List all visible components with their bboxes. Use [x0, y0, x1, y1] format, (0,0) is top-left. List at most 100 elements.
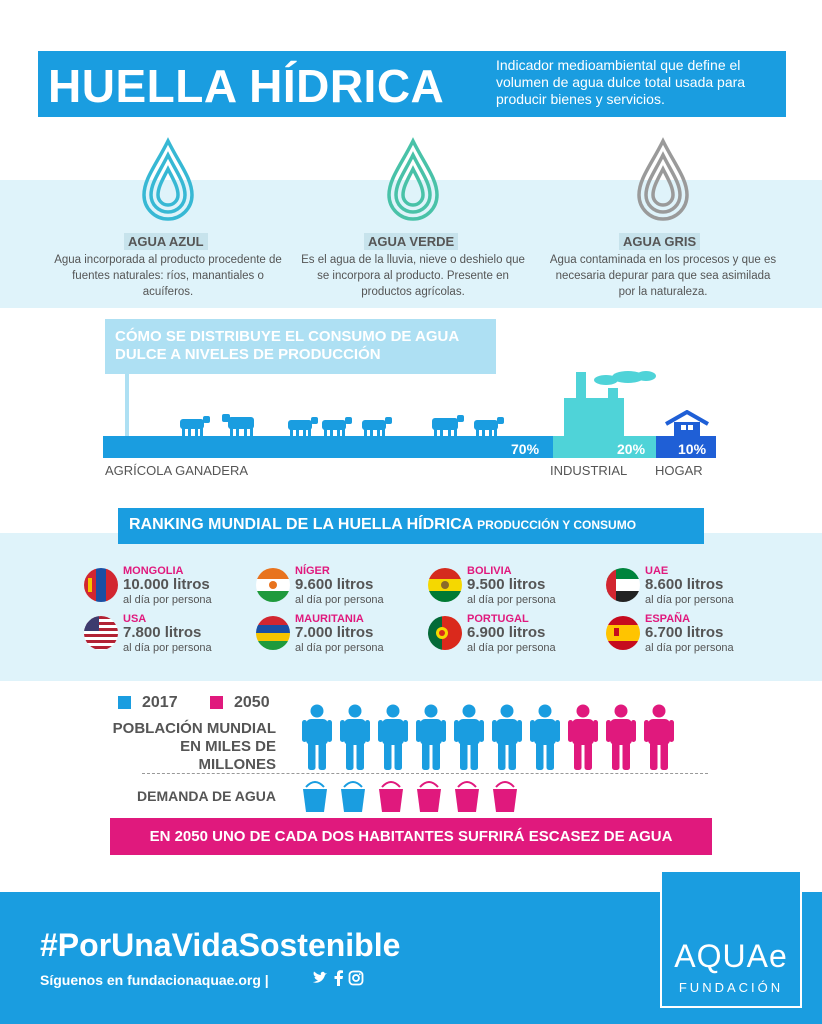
country-value: 8.600 litros: [645, 576, 724, 593]
rank-item-niger: NÍGER 9.600 litros al día por persona: [256, 565, 426, 607]
portugal-flag-icon: [428, 616, 462, 650]
uae-flag-icon: [606, 568, 640, 602]
factory-icon: [564, 371, 656, 438]
country-name: ESPAÑA: [645, 613, 691, 625]
legend-2050-swatch: [210, 696, 223, 709]
ranking-band: [0, 533, 822, 681]
agua-verde-description: Es el agua de la lluvia, nieve o deshiel…: [301, 254, 525, 298]
page-title: HUELLA HÍDRICA: [48, 60, 445, 112]
agua-azul-label: AGUA AZUL: [124, 233, 208, 250]
cow-icon: [222, 414, 254, 437]
mongolia-flag-icon: [84, 568, 118, 602]
industrial-percent: 20%: [617, 441, 646, 457]
house-icon: [665, 410, 709, 438]
country-name: MONGOLIA: [123, 565, 184, 577]
bucket-icon: [341, 781, 365, 812]
country-name: NÍGER: [295, 565, 330, 577]
person-icon: [644, 704, 674, 770]
country-unit: al día por persona: [295, 594, 384, 606]
country-name: USA: [123, 613, 147, 625]
usa-flag-icon: [84, 616, 118, 650]
grey-drop-icon: [637, 137, 689, 221]
country-value: 6.900 litros: [467, 624, 546, 641]
legend-2017-label: 2017: [142, 694, 178, 711]
country-unit: al día por persona: [645, 642, 734, 654]
rank-item-portugal: PORTUGAL 6.900 litros al día por persona: [428, 613, 598, 655]
cow-icon: [474, 417, 504, 438]
ranking-title-box: RANKING MUNDIAL DE LA HUELLA HÍDRICA PRO…: [118, 508, 704, 544]
cow-icon: [288, 417, 318, 438]
spain-flag-icon: [606, 616, 640, 650]
legend-2017-swatch: [118, 696, 131, 709]
logo-sub-text: FUNDACIÓN: [678, 980, 784, 995]
agricola-percent: 70%: [511, 441, 540, 457]
country-unit: al día por persona: [123, 594, 212, 606]
population-label: POBLACIÓN MUNDIAL EN MILES DE MILLONES: [112, 720, 276, 773]
rank-item-mongolia: MONGOLIA 10.000 litros al día por person…: [84, 565, 254, 607]
logo-main-text: AQUAe: [674, 938, 788, 974]
rank-item-mauritania: MAURITANIA 7.000 litros al día por perso…: [256, 613, 426, 655]
country-unit: al día por persona: [295, 642, 384, 654]
legend-2050-label: 2050: [234, 694, 270, 711]
country-name: PORTUGAL: [467, 613, 529, 625]
blue-drop-icon: [142, 137, 194, 221]
country-name: UAE: [645, 565, 669, 577]
ranking-title-text: RANKING MUNDIAL DE LA HUELLA HÍDRICA: [129, 516, 473, 533]
bucket-icon: [379, 781, 403, 812]
country-value: 9.500 litros: [467, 576, 546, 593]
country-value: 10.000 litros: [123, 576, 210, 593]
person-icon: [378, 704, 408, 770]
ranking-title: RANKING MUNDIAL DE LA HUELLA HÍDRICA PRO…: [129, 516, 636, 534]
country-name: MAURITANIA: [295, 613, 364, 625]
agricola-label: AGRÍCOLA GANADERA: [105, 463, 249, 478]
rank-item-bolivia: BOLIVIA 9.500 litros al día por persona: [428, 565, 598, 607]
agua-gris-description: Agua contaminada en los procesos y que e…: [549, 254, 777, 298]
bucket-icon: [455, 781, 479, 812]
agua-azul-description: Agua incorporada al producto procedente …: [54, 254, 282, 298]
person-icon: [416, 704, 446, 770]
country-value: 9.600 litros: [295, 576, 374, 593]
country-unit: al día por persona: [123, 642, 212, 654]
person-icon: [454, 704, 484, 770]
warning-text: EN 2050 UNO DE CADA DOS HABITANTES SUFRI…: [149, 828, 673, 845]
industrial-label: INDUSTRIAL: [550, 463, 628, 478]
agricola-bar: [103, 436, 553, 458]
demand-label: DEMANDA DE AGUA: [137, 788, 276, 804]
instagram-icon[interactable]: [348, 970, 364, 986]
bucket-icon: [417, 781, 441, 812]
ranking-subtitle: PRODUCCIÓN Y CONSUMO: [477, 518, 637, 532]
cows-row: [180, 414, 504, 438]
follow-text[interactable]: Síguenos en fundacionaquae.org |: [40, 972, 269, 988]
cow-icon: [180, 416, 210, 437]
header-banner: HUELLA HÍDRICA Indicador medioambiental …: [38, 51, 786, 117]
country-unit: al día por persona: [467, 594, 556, 606]
facebook-icon[interactable]: [331, 970, 347, 986]
header-description: Indicador medioambiental que define el v…: [496, 57, 746, 107]
country-value: 6.700 litros: [645, 624, 724, 641]
person-icon: [492, 704, 522, 770]
person-icon: [606, 704, 636, 770]
cow-icon: [322, 417, 352, 438]
hogar-percent: 10%: [678, 441, 707, 457]
niger-flag-icon: [256, 568, 290, 602]
country-unit: al día por persona: [467, 642, 556, 654]
hogar-bar: [656, 436, 716, 458]
agua-verde-label: AGUA VERDE: [364, 233, 459, 250]
industrial-bar: [553, 436, 656, 458]
bucket-icon: [493, 781, 517, 812]
distribution-title: CÓMO SE DISTRIBUYE EL CONSUMO DE AGUA DU…: [115, 328, 459, 363]
mauritania-flag-icon: [256, 616, 290, 650]
cow-icon: [362, 417, 392, 438]
person-icon: [302, 704, 332, 770]
country-unit: al día por persona: [645, 594, 734, 606]
distribution-connector: [125, 374, 129, 436]
person-icon: [340, 704, 370, 770]
aquae-logo[interactable]: AQUAe FUNDACIÓN: [660, 870, 802, 1008]
twitter-icon[interactable]: [312, 970, 328, 986]
agua-gris-label: AGUA GRIS: [619, 233, 701, 250]
country-name: BOLIVIA: [467, 565, 512, 577]
country-value: 7.800 litros: [123, 624, 202, 641]
rank-item-uae: UAE 8.600 litros al día por persona: [606, 565, 776, 607]
hashtag[interactable]: #PorUnaVidaSostenible: [40, 927, 401, 963]
hogar-label: HOGAR: [655, 463, 703, 478]
